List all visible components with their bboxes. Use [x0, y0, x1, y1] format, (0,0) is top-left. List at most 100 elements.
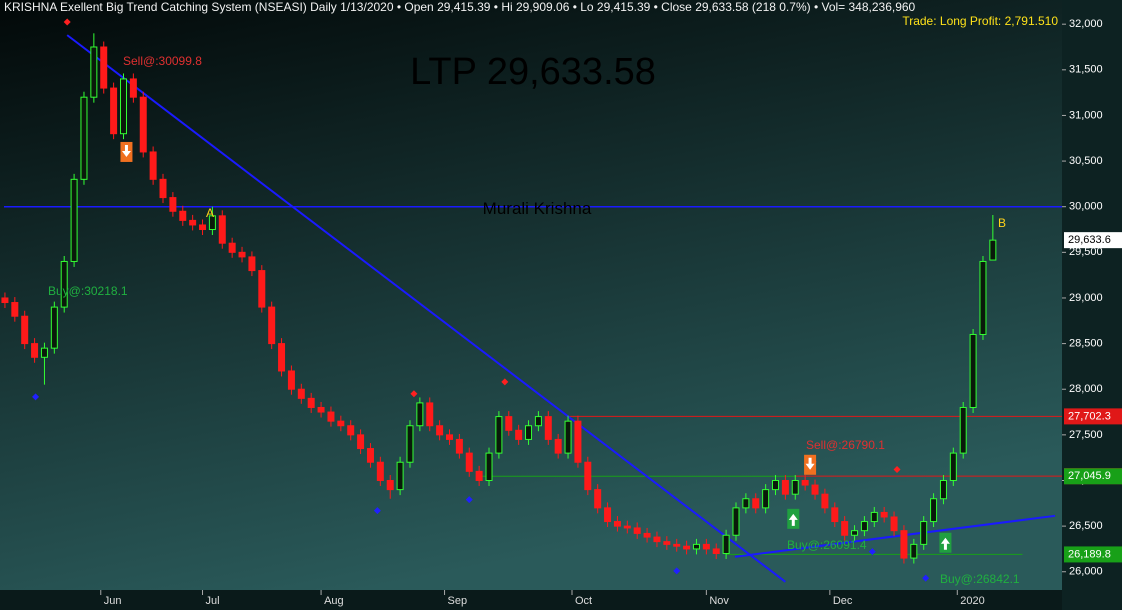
pivot-high [501, 378, 509, 386]
candle-body [337, 420, 345, 427]
candle-body [278, 343, 286, 372]
candle-body [692, 543, 700, 550]
candle-body [683, 545, 691, 550]
candle-body [920, 521, 928, 545]
sell-signal [120, 141, 133, 162]
annotation: Buy@:26091.4 [787, 538, 867, 552]
candle-body [781, 479, 789, 495]
y-tick-label: 29,000 [1069, 292, 1103, 304]
candle-body [712, 548, 720, 554]
ltp-label: LTP 29,633.58 [410, 51, 656, 93]
candle-body [574, 420, 582, 463]
candle-body [11, 302, 19, 317]
candle-body [218, 215, 226, 244]
last-price-label: 29,633.6 [1068, 234, 1111, 246]
candle-body [860, 521, 868, 532]
candle-body [70, 178, 78, 262]
candle-body [673, 543, 681, 547]
trendline [734, 514, 1056, 558]
candle-body [317, 406, 325, 413]
candle-body [841, 521, 849, 536]
candle-body [436, 425, 444, 436]
candle-body [110, 87, 118, 135]
level-label: 27,702.3 [1068, 410, 1111, 422]
buy-signal [939, 532, 952, 553]
candle-body [544, 416, 552, 440]
candle-body [199, 224, 207, 231]
candle-body [386, 479, 394, 491]
candle-body [357, 434, 365, 450]
y-tick-label: 26,000 [1069, 566, 1103, 578]
chart-header: KRISHNA Exellent Big Trend Catching Syst… [4, 0, 916, 14]
candle-body [31, 343, 39, 358]
candle-body [772, 479, 780, 491]
pivot-low [32, 393, 40, 401]
plot-background [0, 0, 1062, 590]
candle-body [248, 256, 256, 272]
candle-body [989, 239, 997, 261]
pivot-low [373, 507, 381, 515]
annotation: Buy@:30218.1 [48, 284, 128, 298]
signal-arrow [805, 457, 815, 470]
candle-body [880, 511, 888, 518]
trendline [66, 34, 786, 583]
candle-body [189, 219, 197, 226]
x-tick-label: Dec [833, 595, 853, 607]
candle-body [416, 402, 424, 427]
candle-body [870, 511, 878, 523]
annotation: Buy@:26842.1 [940, 572, 1020, 586]
candle-body [149, 151, 157, 180]
candle-body [939, 479, 947, 500]
candle-body [801, 479, 809, 486]
pivot-high [63, 18, 71, 26]
y-axis-panel [1062, 0, 1122, 610]
buy-signal [787, 508, 800, 529]
candle-body [623, 525, 631, 529]
candle-body [100, 46, 108, 89]
annotation: B [998, 216, 1006, 230]
pivot-low [673, 567, 681, 575]
x-axis-panel [0, 590, 1062, 610]
candle-body [406, 425, 414, 463]
candle-body [307, 397, 315, 408]
annotation: A [206, 206, 214, 220]
candle-body [890, 516, 898, 532]
candle-body [60, 260, 68, 308]
candle-body [366, 448, 374, 463]
candle-body [485, 452, 493, 481]
x-tick-label: Nov [709, 595, 729, 607]
candle-body [762, 489, 770, 509]
x-tick-label: Oct [575, 595, 592, 607]
candle-body [604, 507, 612, 523]
y-tick-label: 30,000 [1069, 201, 1103, 213]
candle-body [396, 461, 404, 491]
candle-body [594, 489, 602, 509]
signal-arrow [788, 513, 798, 526]
candle-body [791, 479, 799, 495]
plot-layer: Murali Krishna Sell@:30099.8 Buy@:30218.1 S… [1, 18, 1062, 586]
candle-body [268, 306, 276, 345]
candle-body [564, 420, 572, 454]
candle-body [831, 507, 839, 523]
sell-signal [804, 454, 817, 475]
candle-body [910, 543, 918, 559]
candle-body [584, 461, 592, 491]
annotation: Sell@:26790.1 [806, 438, 885, 452]
candle-body [1, 297, 9, 304]
candle-body [515, 429, 523, 440]
candle-body [930, 498, 938, 523]
pivot-low [922, 574, 930, 582]
candle-body [811, 484, 819, 495]
candle-body [139, 96, 147, 153]
candle-body [169, 197, 177, 212]
y-tick-label: 31,500 [1069, 64, 1103, 76]
candle-body [455, 438, 463, 454]
level-label-box [1064, 546, 1122, 563]
candle-body [50, 306, 58, 349]
candle-body [534, 416, 542, 427]
candle-body [21, 315, 29, 345]
candle-body [327, 411, 335, 422]
candle-body [722, 534, 730, 554]
candle-body [554, 438, 562, 454]
